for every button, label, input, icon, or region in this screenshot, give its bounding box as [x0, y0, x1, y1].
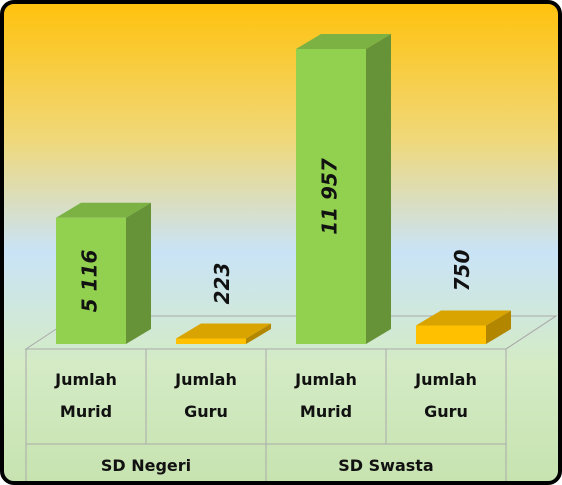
bar-top	[56, 202, 151, 218]
data-label: 750	[450, 250, 474, 292]
bar	[416, 310, 511, 344]
bar	[56, 202, 151, 344]
bar	[296, 34, 391, 344]
floor-edge	[505, 315, 557, 350]
bar-front	[416, 325, 486, 344]
bar-side	[486, 310, 511, 344]
category-label: Jumlah Murid	[295, 370, 357, 421]
bar-side	[366, 34, 391, 344]
category-label: Jumlah Murid	[55, 370, 117, 421]
bar-side	[126, 202, 151, 344]
bar-side	[246, 323, 271, 344]
bar-top	[296, 34, 391, 49]
bar-front	[296, 49, 366, 344]
category-label: Jumlah Guru	[415, 370, 477, 421]
data-label: 5 116	[78, 249, 102, 312]
bar-front	[56, 217, 126, 344]
chart-svg: 5 116 223 11 957 750	[24, 34, 558, 481]
bar-top	[416, 310, 511, 326]
bar-top	[176, 323, 271, 339]
category-label: Jumlah Guru	[175, 370, 237, 421]
data-label: 223	[210, 263, 234, 305]
bar	[176, 323, 271, 344]
group-label: SD Negeri	[100, 456, 192, 475]
bar-front	[176, 338, 246, 344]
data-label: 11 957	[318, 158, 342, 235]
group-label: SD Swasta	[338, 456, 434, 475]
